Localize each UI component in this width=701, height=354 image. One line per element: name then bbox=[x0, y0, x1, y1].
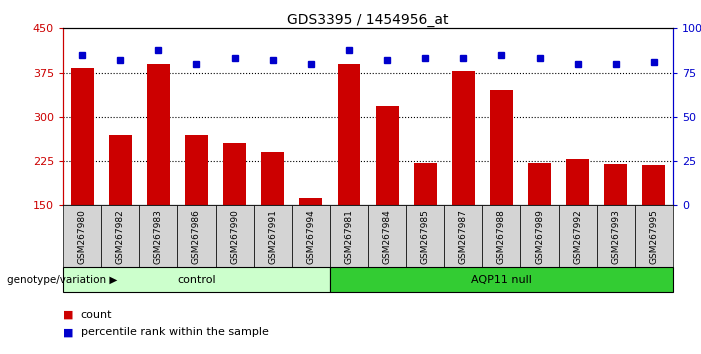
Bar bbox=[185, 135, 208, 205]
Text: GSM267995: GSM267995 bbox=[649, 209, 658, 264]
Text: GSM267984: GSM267984 bbox=[383, 209, 392, 264]
Text: ■: ■ bbox=[63, 327, 74, 337]
Bar bbox=[261, 152, 284, 205]
Bar bbox=[376, 106, 398, 205]
Text: control: control bbox=[177, 275, 216, 285]
Text: GSM267989: GSM267989 bbox=[535, 209, 544, 264]
Text: count: count bbox=[81, 310, 112, 320]
Text: GSM267985: GSM267985 bbox=[421, 209, 430, 264]
Bar bbox=[71, 68, 93, 205]
Text: GSM267987: GSM267987 bbox=[459, 209, 468, 264]
Bar bbox=[109, 135, 132, 205]
Text: GSM267990: GSM267990 bbox=[230, 209, 239, 264]
Bar bbox=[337, 64, 360, 205]
Bar bbox=[414, 163, 437, 205]
Text: GSM267994: GSM267994 bbox=[306, 209, 315, 264]
Bar bbox=[528, 163, 551, 205]
Bar bbox=[223, 143, 246, 205]
Bar bbox=[299, 198, 322, 205]
Text: percentile rank within the sample: percentile rank within the sample bbox=[81, 327, 268, 337]
Text: AQP11 null: AQP11 null bbox=[471, 275, 532, 285]
Bar bbox=[147, 64, 170, 205]
Text: GSM267991: GSM267991 bbox=[268, 209, 277, 264]
Title: GDS3395 / 1454956_at: GDS3395 / 1454956_at bbox=[287, 13, 449, 27]
Bar bbox=[490, 90, 513, 205]
Text: GSM267986: GSM267986 bbox=[192, 209, 201, 264]
Text: GSM267988: GSM267988 bbox=[497, 209, 506, 264]
Bar bbox=[642, 165, 665, 205]
Bar bbox=[566, 159, 589, 205]
Text: GSM267982: GSM267982 bbox=[116, 209, 125, 264]
Bar bbox=[452, 71, 475, 205]
Text: GSM267980: GSM267980 bbox=[78, 209, 87, 264]
Text: genotype/variation ▶: genotype/variation ▶ bbox=[7, 275, 117, 285]
Text: GSM267981: GSM267981 bbox=[344, 209, 353, 264]
Text: ■: ■ bbox=[63, 310, 74, 320]
Text: GSM267993: GSM267993 bbox=[611, 209, 620, 264]
Text: GSM267983: GSM267983 bbox=[154, 209, 163, 264]
Text: GSM267992: GSM267992 bbox=[573, 209, 582, 264]
Bar bbox=[604, 164, 627, 205]
